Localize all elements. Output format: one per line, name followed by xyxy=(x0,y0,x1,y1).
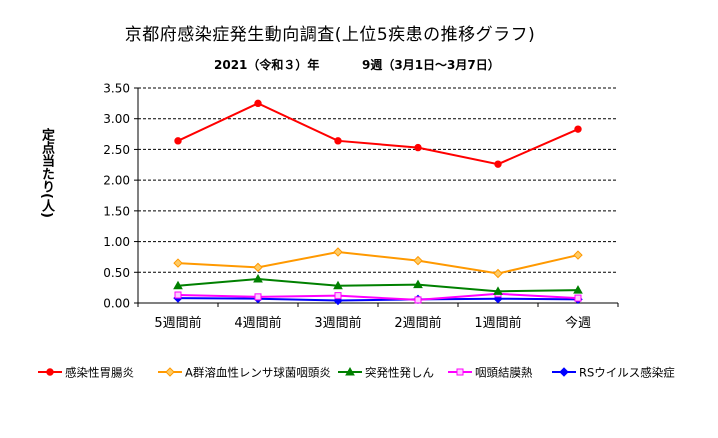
series-突発性発しん xyxy=(173,274,583,295)
y-tick-label: 2.50 xyxy=(103,143,130,157)
legend-label: RSウイルス感染症 xyxy=(579,366,675,380)
legend-label: 突発性発しん xyxy=(365,366,434,380)
gridlines xyxy=(138,87,618,273)
data-point xyxy=(253,262,263,273)
legend-swatch-marker xyxy=(46,368,54,376)
data-point xyxy=(333,247,343,257)
chart-subtitle-year: 2021（令和３）年 xyxy=(214,58,320,72)
series-感染性胃腸炎 xyxy=(174,99,582,168)
x-tick-label: 2週間前 xyxy=(394,315,441,331)
data-point xyxy=(173,280,183,290)
legend-swatch-marker xyxy=(345,366,355,376)
series-line xyxy=(177,292,579,301)
data-point xyxy=(254,99,262,108)
axes xyxy=(134,87,619,307)
legend-swatch-marker xyxy=(456,368,464,376)
data-point xyxy=(254,293,262,301)
legend-item: A群溶血性レンサ球菌咽頭炎 xyxy=(158,366,331,380)
y-tick-label: 3.50 xyxy=(103,82,130,96)
data-point xyxy=(413,279,423,289)
data-point xyxy=(573,285,583,294)
series-line xyxy=(177,251,579,275)
data-point xyxy=(253,274,263,283)
x-tick-label: 1週間前 xyxy=(474,315,521,331)
legend-label: A群溶血性レンサ球菌咽頭炎 xyxy=(185,366,331,380)
legend-swatch-marker xyxy=(559,367,569,377)
data-point xyxy=(573,250,583,260)
data-point xyxy=(334,137,342,145)
y-tick-label: 1.50 xyxy=(103,204,130,218)
legend-item: 咽頭結膜熱 xyxy=(448,366,533,380)
series-line xyxy=(177,297,579,302)
data-point xyxy=(333,280,343,290)
y-tick-label: 0.50 xyxy=(103,266,130,280)
series-line xyxy=(177,278,579,293)
data-point xyxy=(494,160,502,168)
x-tick-label: 今週 xyxy=(565,315,591,331)
y-tick-label: 2.00 xyxy=(103,174,130,188)
y-tick-label: 3.00 xyxy=(103,112,130,126)
series-line xyxy=(177,102,579,166)
legend-item: RSウイルス感染症 xyxy=(552,366,675,380)
legend-item: 突発性発しん xyxy=(338,366,434,380)
chart-title: 京都府感染症発生動向調査(上位5疾患の推移グラフ) xyxy=(124,25,536,45)
data-point xyxy=(174,137,182,145)
data-point xyxy=(174,291,182,299)
data-point xyxy=(414,143,422,152)
chart-subtitle-week: 9週（3月1日～3月7日） xyxy=(362,58,500,72)
data-point xyxy=(574,125,582,133)
data-point xyxy=(413,255,423,266)
x-tick-label: 4週間前 xyxy=(234,315,281,331)
data-point xyxy=(173,258,183,268)
data-point xyxy=(334,292,342,300)
x-tick-label: 3週間前 xyxy=(314,315,361,331)
legend-item: 感染性胃腸炎 xyxy=(38,366,134,380)
series-咽頭結膜熱 xyxy=(174,290,582,304)
y-axis-ticks: 0.00 0.50 1.00 1.50 2.00 2.50 3.00 3.50 xyxy=(103,82,130,311)
data-point xyxy=(574,294,582,302)
series-A群溶血性レンサ球菌咽頭炎 xyxy=(173,247,583,279)
legend-swatch-marker xyxy=(165,367,175,377)
data-point xyxy=(414,296,422,304)
data-point xyxy=(493,286,503,295)
x-axis-ticks: 5週間前 4週間前 3週間前 2週間前 1週間前 今週 xyxy=(154,315,591,331)
data-point xyxy=(493,268,503,279)
series-lines xyxy=(173,99,583,306)
y-tick-label: 0.00 xyxy=(103,297,130,311)
y-tick-label: 1.00 xyxy=(103,235,130,249)
legend-label: 咽頭結膜熱 xyxy=(475,366,533,380)
legend: 感染性胃腸炎 A群溶血性レンサ球菌咽頭炎 突発性発しん 咽頭結膜熱 RSウイルス感染症 xyxy=(38,366,675,380)
y-axis-label: 定点当たり(人) xyxy=(39,128,54,218)
legend-label: 感染性胃腸炎 xyxy=(65,366,134,380)
x-tick-label: 5週間前 xyxy=(154,315,201,331)
